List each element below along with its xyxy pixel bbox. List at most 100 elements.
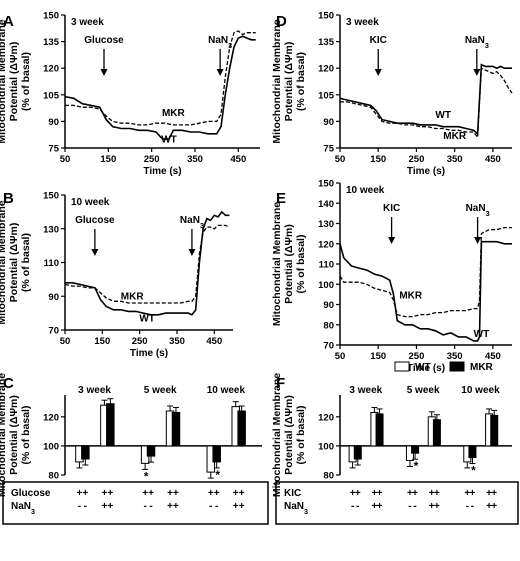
x-tick-label: 150 [100, 154, 116, 165]
y-tick-label: 100 [43, 441, 59, 452]
treatment-mark: + [371, 488, 377, 499]
y-tick-label: 150 [43, 11, 59, 22]
y-tick-label: 120 [318, 239, 334, 250]
annotation-label: NaN3 [466, 203, 490, 218]
series-label: MKR [162, 108, 186, 119]
treatment-table [275, 481, 519, 525]
panel-D: D 75 90 105 120 135 150 50 150 250 350 450 Time (s) 3… [276, 11, 513, 177]
treatment-table [2, 481, 269, 525]
arrow-head-icon [474, 237, 482, 244]
treatment-mark: + [486, 501, 492, 512]
treatment-mark: + [142, 488, 148, 499]
x-tick-label: 450 [485, 351, 501, 362]
bar-mkr [411, 445, 420, 454]
treatment-mark: + [429, 501, 435, 512]
group-label: 3 week [349, 385, 382, 396]
y-tick-label: 110 [319, 260, 334, 271]
treatment-mark: + [371, 501, 377, 512]
x-tick-label: 50 [60, 336, 71, 347]
treatment-mark: + [107, 501, 113, 512]
treatment-mark: + [77, 488, 83, 499]
panel-letter-F: F [276, 375, 285, 392]
treatment-mark: + [214, 488, 220, 499]
treatment-mark: + [101, 501, 107, 512]
series-label: WT [435, 110, 451, 121]
group-label: 10 week [71, 197, 110, 208]
treatment-mark: + [470, 488, 476, 499]
treatment-mark: + [434, 488, 440, 499]
group-label: 5 week [407, 385, 440, 396]
y-axis-label: Mitochondrial Membrane Potential (ΔΨm) (% … [0, 200, 32, 324]
treatment-row-label: NaN3 [284, 501, 308, 516]
panel-letter-E: E [276, 190, 286, 207]
y-axis-label-line1: Mitochondrial Membrane [0, 200, 8, 324]
series-line-mkr [65, 30, 256, 126]
treatment-mark: + [82, 488, 88, 499]
treatment-mark: - [413, 501, 416, 512]
treatment-mark: - [143, 501, 146, 512]
x-tick-label: 50 [335, 351, 346, 362]
arrow-head-icon [100, 69, 108, 76]
y-axis-label-line1: Mitochondrial Membrane [0, 19, 8, 143]
y-tick-label: 120 [318, 64, 334, 75]
y-tick-label: 80 [323, 320, 334, 331]
treatment-mark: + [167, 501, 173, 512]
series-line-mkr [339, 226, 512, 318]
treatment-row-label: KIC [284, 488, 301, 499]
group-label: 5 week [144, 385, 177, 396]
series-label: MKR [399, 290, 423, 301]
panel-letter-C: C [3, 375, 14, 392]
series-line-mkr [64, 224, 230, 304]
treatment-mark: + [486, 488, 492, 499]
annotation-label: Glucose [75, 215, 115, 226]
y-tick-label: 90 [48, 117, 59, 128]
series-line-wt [339, 240, 512, 342]
x-tick-label: 350 [169, 336, 185, 347]
panel-A: A 75 90 105 120 135 150 50 150 250 350 450 Time (s) 3… [3, 11, 260, 177]
y-tick-label: 90 [48, 292, 59, 303]
y-tick-label: 120 [43, 64, 59, 75]
bar-mkr [106, 403, 115, 447]
x-tick-label: 150 [94, 336, 110, 347]
y-tick-label: 150 [318, 179, 334, 190]
series-line-wt [339, 63, 512, 136]
y-axis-label-line3: (% of basal) [20, 233, 32, 292]
treatment-mark: - [408, 501, 411, 512]
arrow-head-icon [91, 249, 99, 256]
y-axis-label: Mitochondrial Membrane Potential (ΔΨm) (% … [0, 373, 32, 497]
y-tick-label: 80 [323, 471, 334, 482]
legend-swatch-wt [394, 361, 410, 372]
bar-mkr [81, 445, 90, 460]
treatment-mark: + [491, 501, 497, 512]
x-axis-label: Time (s) [407, 363, 445, 374]
y-axis-label-line3: (% of basal) [20, 406, 32, 465]
significance-star: * [471, 464, 476, 478]
y-tick-label: 100 [318, 441, 334, 452]
y-axis-label-line2: Potential (ΔΨm) [8, 395, 20, 475]
annotation-label: NaN3 [180, 215, 204, 230]
treatment-mark: - [84, 501, 87, 512]
group-label: 3 week [346, 17, 379, 28]
series-label: MKR [443, 131, 467, 142]
group-label: 3 week [78, 385, 111, 396]
treatment-mark: + [407, 488, 413, 499]
y-axis-label-line3: (% of basal) [295, 235, 307, 294]
panel-letter-A: A [3, 13, 14, 30]
y-axis-label-line1: Mitochondrial Membrane [271, 373, 283, 497]
y-tick-label: 70 [323, 341, 334, 352]
legend: WT MKR [394, 361, 494, 373]
treatment-mark: + [355, 488, 361, 499]
treatment-mark: + [173, 488, 179, 499]
treatment-mark: - [471, 501, 474, 512]
legend-swatch-mkr [449, 361, 465, 372]
y-tick-label: 105 [318, 90, 335, 101]
treatment-mark: + [107, 488, 113, 499]
arrow-head-icon [216, 69, 224, 76]
bar-mkr [375, 413, 384, 447]
treatment-mark: + [208, 488, 214, 499]
significance-star: * [144, 469, 149, 483]
legend-label-wt: WT [415, 362, 431, 373]
treatment-mark: + [377, 501, 383, 512]
